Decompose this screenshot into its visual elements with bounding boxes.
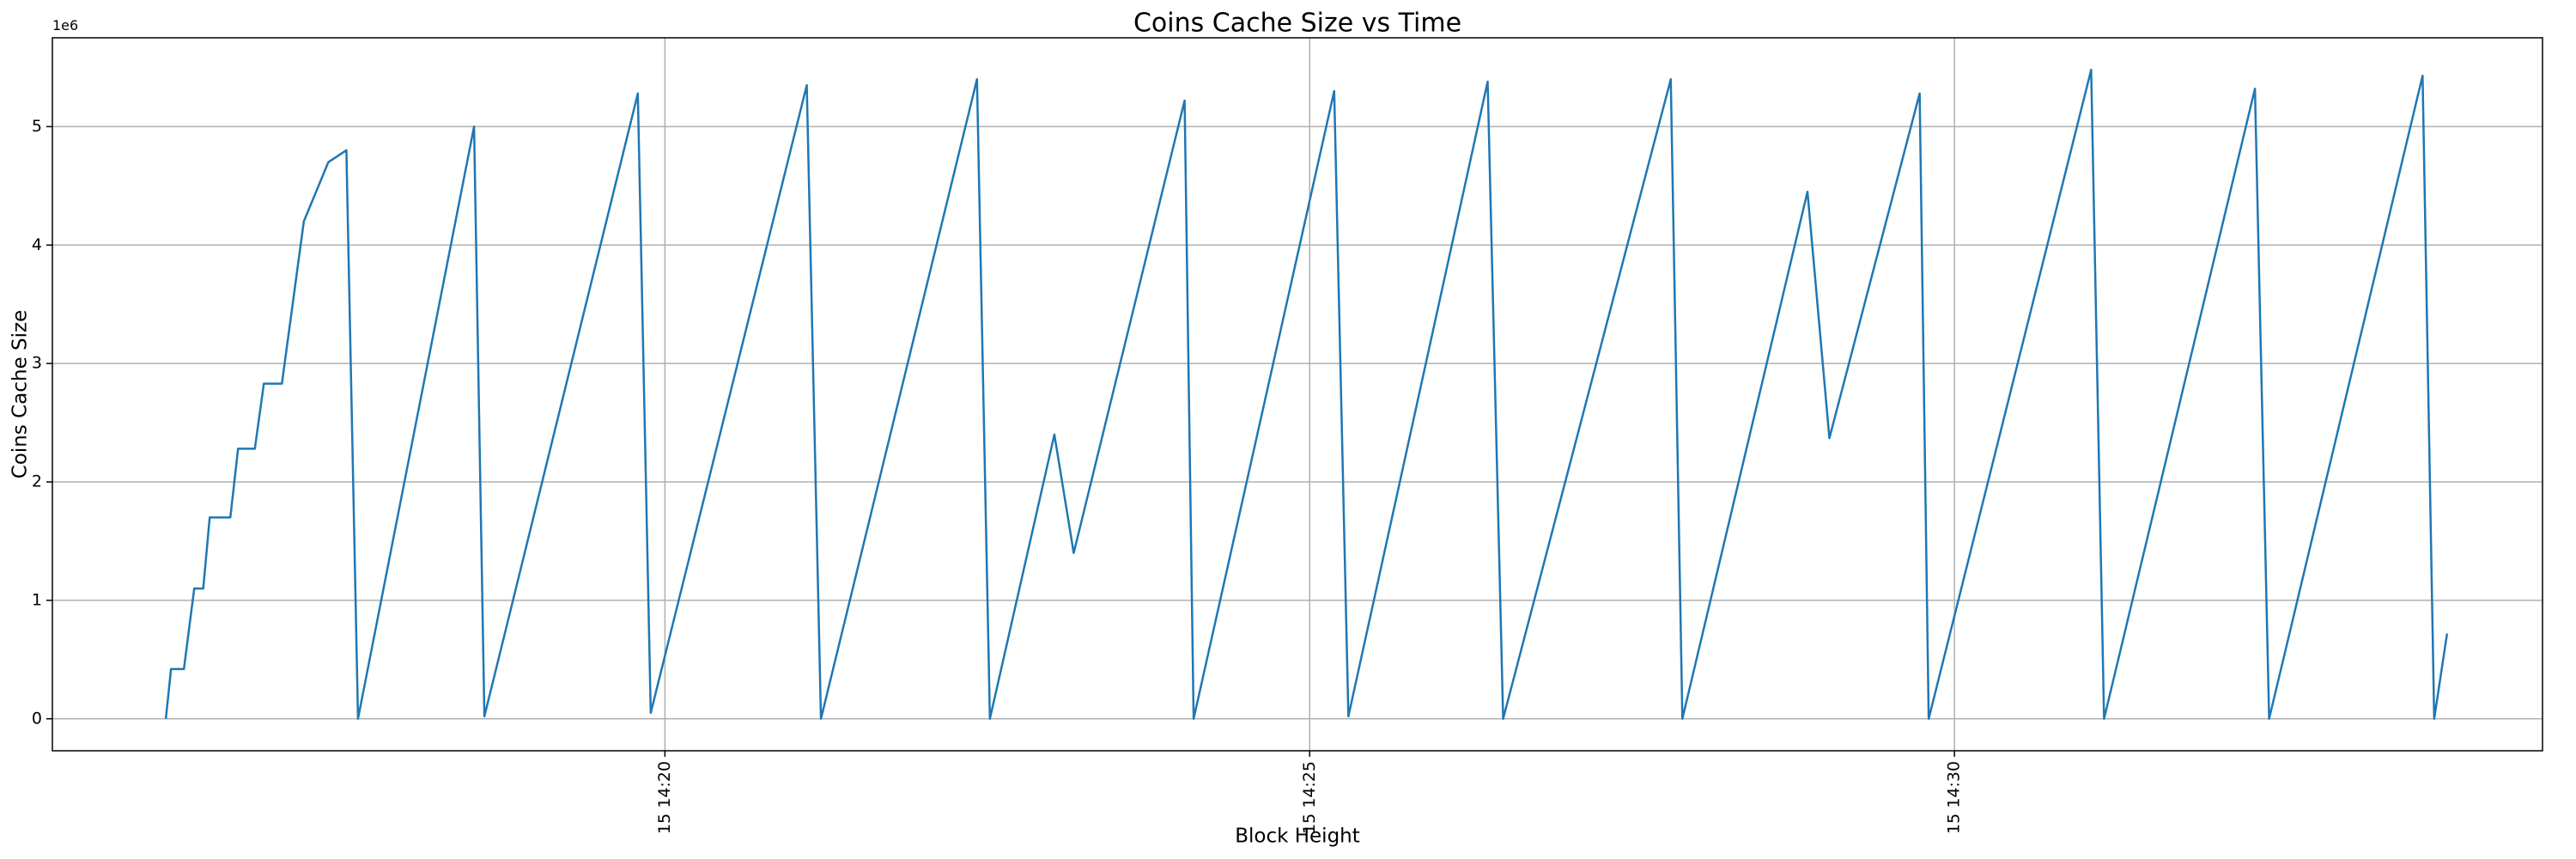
y-axis-label: Coins Cache Size	[9, 310, 32, 478]
y-tick-label: 4	[32, 235, 42, 254]
x-tick-label: 15 14:30	[1945, 761, 1964, 834]
y-tick-label: 0	[32, 709, 42, 728]
y-tick-label: 2	[32, 472, 42, 491]
y-tick-label: 5	[32, 117, 42, 136]
y-tick-label: 3	[32, 354, 42, 373]
x-axis-label: Block Height	[1235, 825, 1360, 848]
x-tick-label: 15 14:25	[1300, 761, 1319, 834]
y-offset-label: 1e6	[52, 17, 78, 34]
plot-frame	[52, 37, 2543, 752]
chart-title: Coins Cache Size vs Time	[1133, 9, 1461, 39]
y-tick-label: 1	[32, 590, 42, 609]
x-tick-label: 15 14:20	[655, 761, 674, 834]
data-line	[164, 68, 2449, 721]
